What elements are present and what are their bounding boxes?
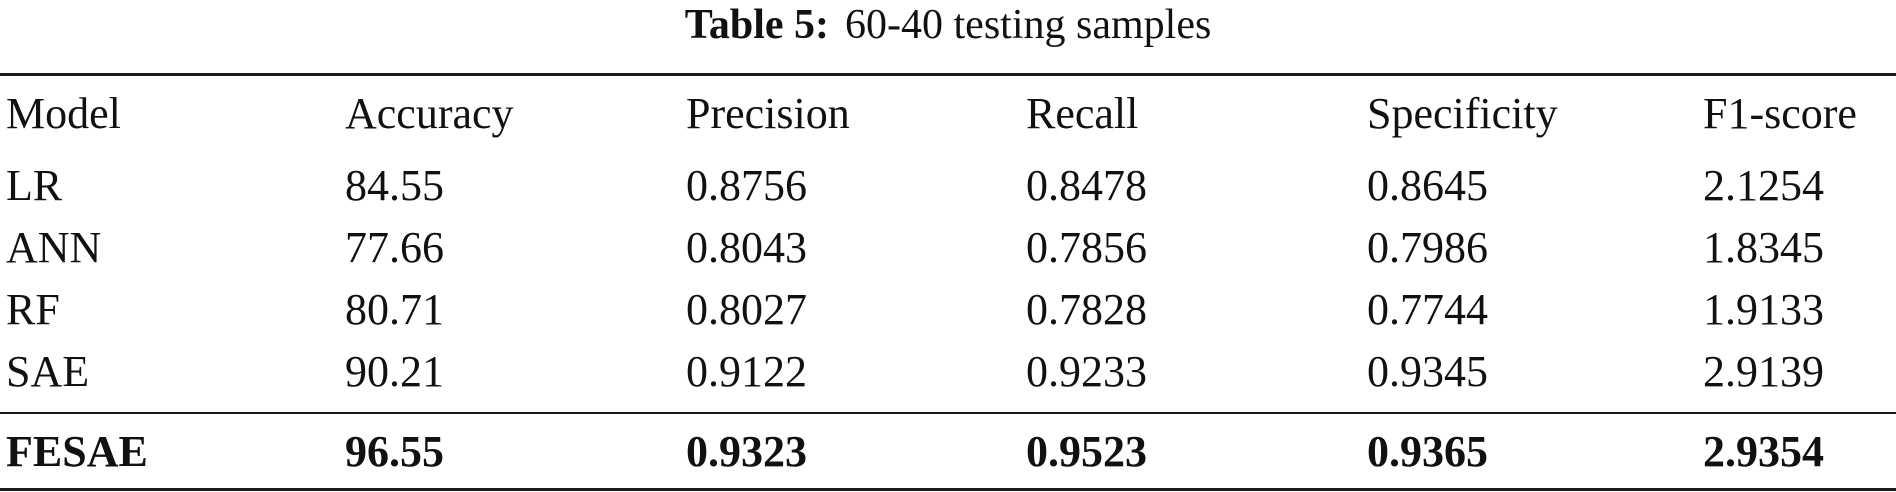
table-title: 60-40 testing samples (845, 2, 1212, 48)
cell-f1-score: 1.9133 (1703, 285, 1824, 334)
cell-specificity: 0.7744 (1367, 285, 1488, 334)
cell-precision: 0.8043 (686, 223, 807, 272)
cell-recall: 0.8478 (1026, 161, 1147, 210)
cell-accuracy: 96.55 (345, 427, 444, 476)
header-f1-score: F1-score (1703, 89, 1857, 138)
cell-model: SAE (6, 347, 90, 396)
cell-recall: 0.7856 (1026, 223, 1147, 272)
cell-f1-score: 1.8345 (1703, 223, 1824, 272)
cell-recall: 0.7828 (1026, 285, 1147, 334)
cell-accuracy: 90.21 (345, 347, 444, 396)
cell-precision: 0.9122 (686, 347, 807, 396)
table-header-row: Model Accuracy Precision Recall Specific… (0, 84, 1896, 144)
cell-f1-score: 2.9354 (1703, 427, 1824, 476)
cell-specificity: 0.8645 (1367, 161, 1488, 210)
cell-accuracy: 80.71 (345, 285, 444, 334)
cell-f1-score: 2.1254 (1703, 161, 1824, 210)
cell-precision: 0.8756 (686, 161, 807, 210)
header-recall: Recall (1026, 89, 1139, 138)
table-number: Table 5: (684, 2, 830, 48)
table-row-fesae: FESAE 96.55 0.9323 0.9523 0.9365 2.9354 (0, 422, 1896, 482)
table-row-sae: SAE 90.21 0.9122 0.9233 0.9345 2.9139 (0, 342, 1896, 402)
cell-model: ANN (6, 223, 102, 272)
cell-recall: 0.9233 (1026, 347, 1147, 396)
cell-accuracy: 77.66 (345, 223, 444, 272)
cell-model: RF (6, 285, 60, 334)
cell-model: LR (6, 161, 63, 210)
table-row-rf: RF 80.71 0.8027 0.7828 0.7744 1.9133 (0, 280, 1896, 340)
table-mid-rule (0, 412, 1896, 414)
cell-f1-score: 2.9139 (1703, 347, 1824, 396)
cell-recall: 0.9523 (1026, 427, 1147, 476)
header-accuracy: Accuracy (345, 89, 514, 138)
header-specificity: Specificity (1367, 89, 1558, 138)
cell-specificity: 0.7986 (1367, 223, 1488, 272)
cell-model: FESAE (6, 427, 148, 476)
cell-specificity: 0.9365 (1367, 427, 1488, 476)
table-row-ann: ANN 77.66 0.8043 0.7856 0.7986 1.8345 (0, 218, 1896, 278)
cell-precision: 0.8027 (686, 285, 807, 334)
table-bottom-rule (0, 488, 1896, 491)
table-top-rule (0, 73, 1896, 76)
table-caption: Table 5: 60-40 testing samples (0, 0, 1896, 58)
header-model: Model (6, 89, 121, 138)
cell-accuracy: 84.55 (345, 161, 444, 210)
cell-specificity: 0.9345 (1367, 347, 1488, 396)
table-row-lr: LR 84.55 0.8756 0.8478 0.8645 2.1254 (0, 156, 1896, 216)
cell-precision: 0.9323 (686, 427, 807, 476)
header-precision: Precision (686, 89, 850, 138)
